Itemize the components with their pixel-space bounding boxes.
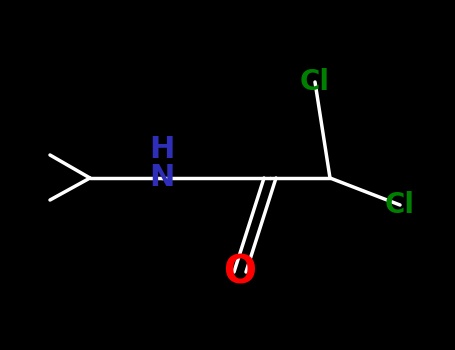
Text: O: O: [223, 253, 257, 291]
Text: N: N: [149, 163, 175, 193]
Text: H: H: [149, 135, 175, 164]
Text: Cl: Cl: [385, 191, 415, 219]
Text: Cl: Cl: [300, 68, 330, 96]
